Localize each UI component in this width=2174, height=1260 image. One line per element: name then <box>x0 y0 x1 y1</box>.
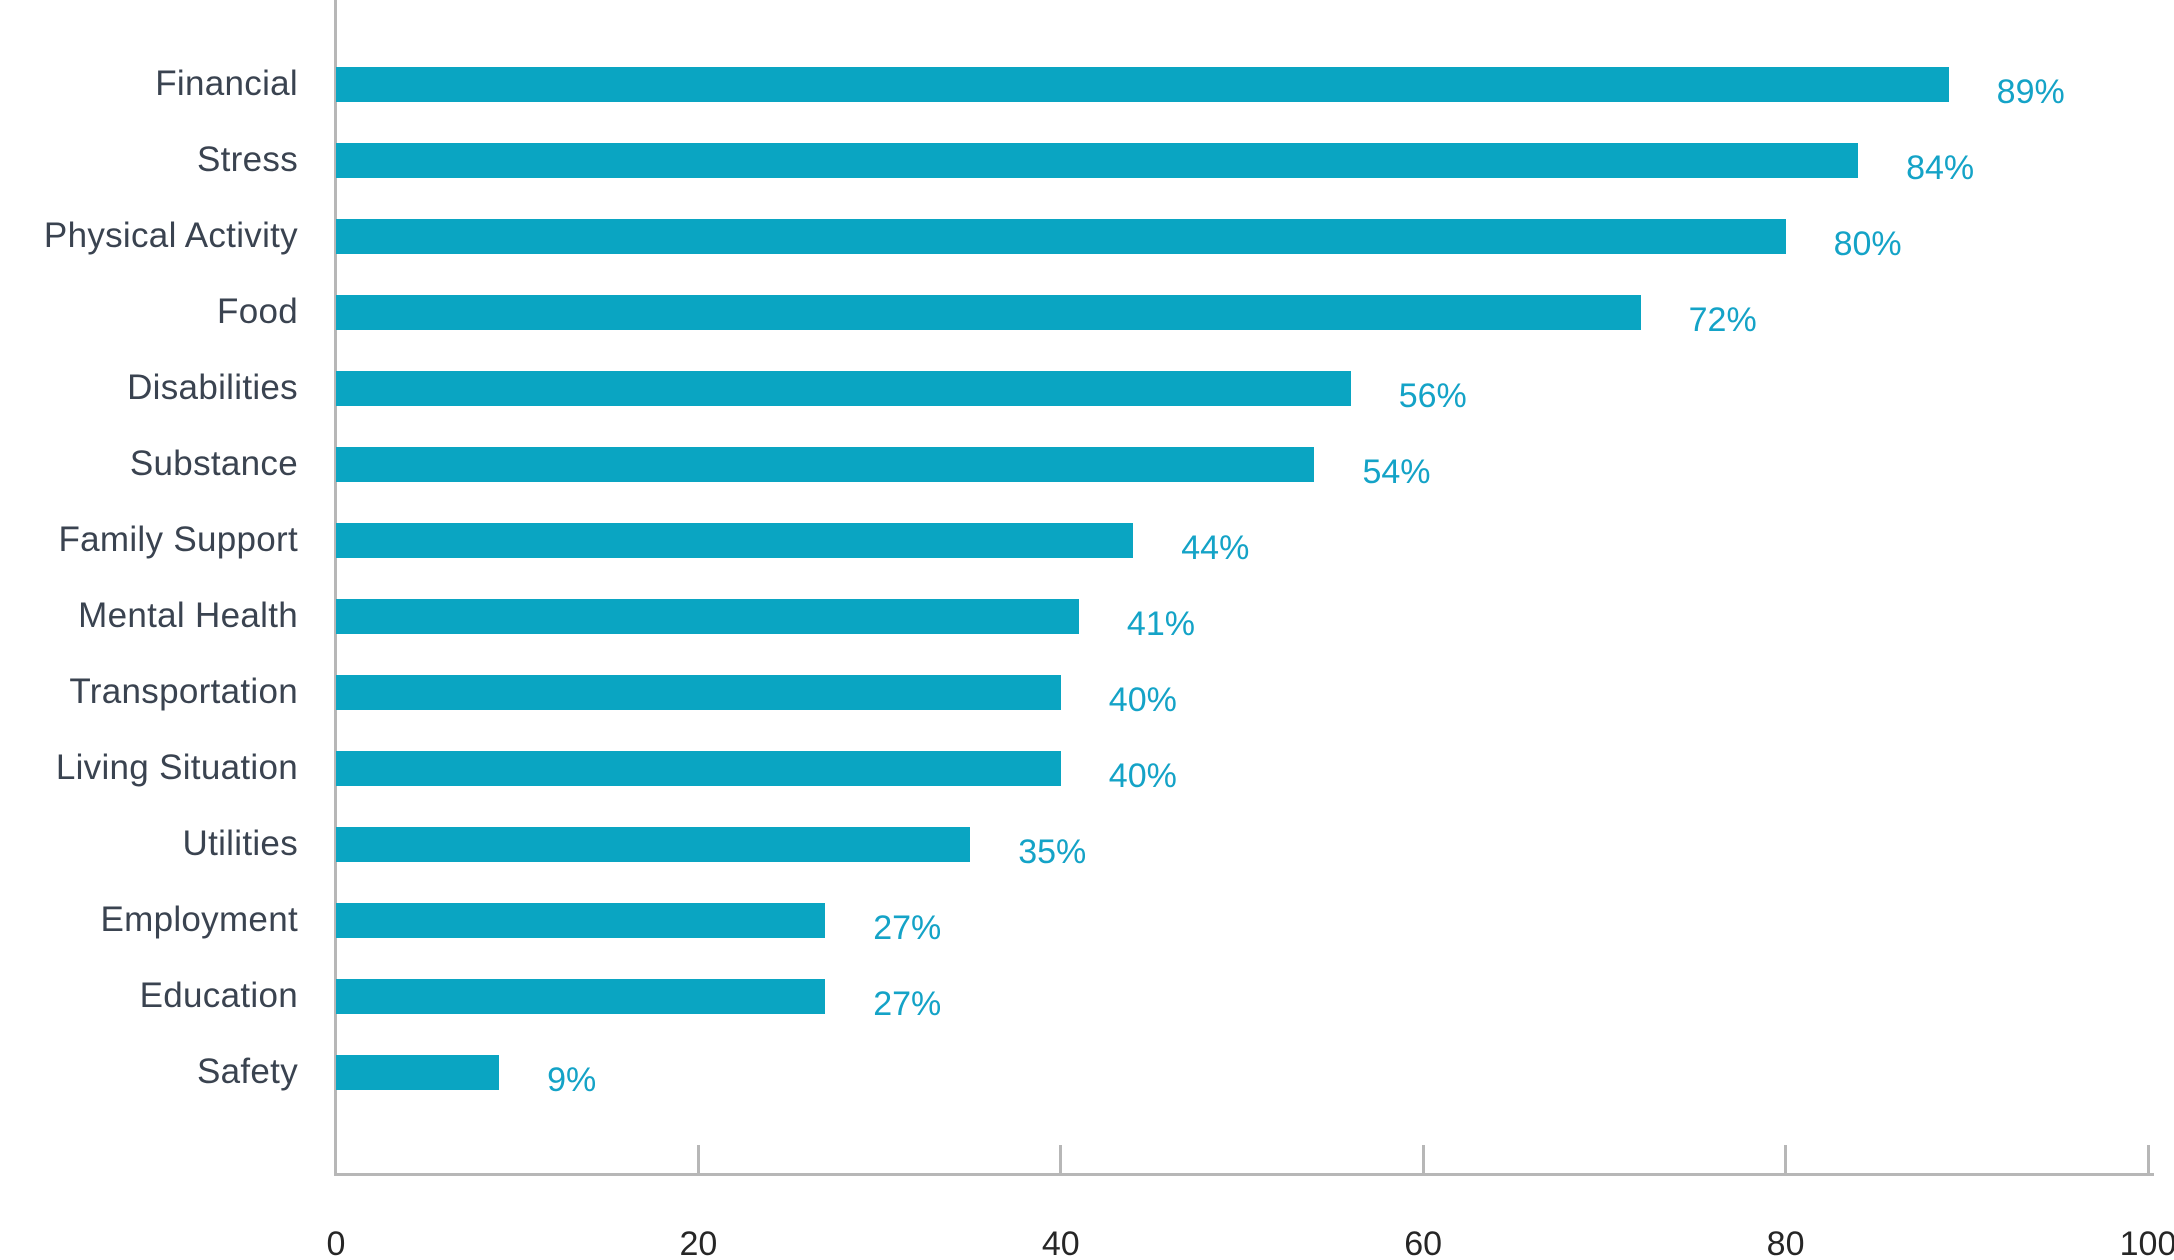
value-label: 27% <box>873 984 942 1023</box>
x-tick <box>1421 1145 1425 1173</box>
bar <box>336 598 1079 634</box>
bar <box>336 446 1315 482</box>
category-label: Safety <box>196 1052 298 1091</box>
x-axis-line <box>334 1173 2154 1176</box>
category-label: Family Support <box>58 520 298 559</box>
bar <box>336 218 1786 254</box>
x-tick <box>696 1145 700 1173</box>
bar <box>336 674 1061 710</box>
bar <box>336 142 1859 178</box>
value-label: 9% <box>547 1060 597 1099</box>
bar <box>336 66 1949 102</box>
value-label: 35% <box>1018 832 1087 871</box>
x-tick-label: 20 <box>679 1225 718 1260</box>
x-tick <box>1059 1145 1063 1173</box>
category-label: Food <box>217 292 298 331</box>
x-tick-label: 0 <box>326 1225 346 1260</box>
bar <box>336 370 1351 406</box>
x-tick <box>1784 1145 1788 1173</box>
value-label: 80% <box>1833 224 1902 263</box>
value-label: 84% <box>1906 148 1975 187</box>
category-label: Employment <box>100 900 298 939</box>
bar <box>336 750 1061 786</box>
category-label: Education <box>139 976 298 1015</box>
x-tick-label: 60 <box>1404 1225 1443 1260</box>
value-label: 54% <box>1362 452 1431 491</box>
category-label: Financial <box>155 64 298 103</box>
category-label: Transportation <box>69 672 298 711</box>
bar <box>336 978 826 1014</box>
x-tick-label: 80 <box>1766 1225 1805 1260</box>
category-label: Utilities <box>182 824 298 863</box>
x-tick-label: 40 <box>1041 1225 1080 1260</box>
category-label: Physical Activity <box>43 216 298 255</box>
value-label: 41% <box>1126 604 1195 643</box>
value-label: 56% <box>1398 376 1467 415</box>
value-label: 40% <box>1108 680 1177 719</box>
category-label: Disabilities <box>127 368 298 407</box>
y-axis-line <box>334 0 337 1176</box>
x-tick <box>2146 1145 2150 1173</box>
bar <box>336 522 1134 558</box>
value-label: 27% <box>873 908 942 947</box>
category-label: Substance <box>129 444 298 483</box>
value-label: 72% <box>1688 300 1757 339</box>
x-tick-label: 100 <box>2119 1225 2174 1260</box>
value-label: 44% <box>1181 528 1250 567</box>
category-label: Mental Health <box>78 596 298 635</box>
category-label: Living Situation <box>55 748 298 787</box>
bar <box>336 826 971 862</box>
bar <box>336 902 826 938</box>
bar <box>336 294 1641 330</box>
bar <box>336 1054 500 1090</box>
category-label: Stress <box>197 140 298 179</box>
value-label: 40% <box>1108 756 1177 795</box>
value-label: 89% <box>1996 72 2065 111</box>
